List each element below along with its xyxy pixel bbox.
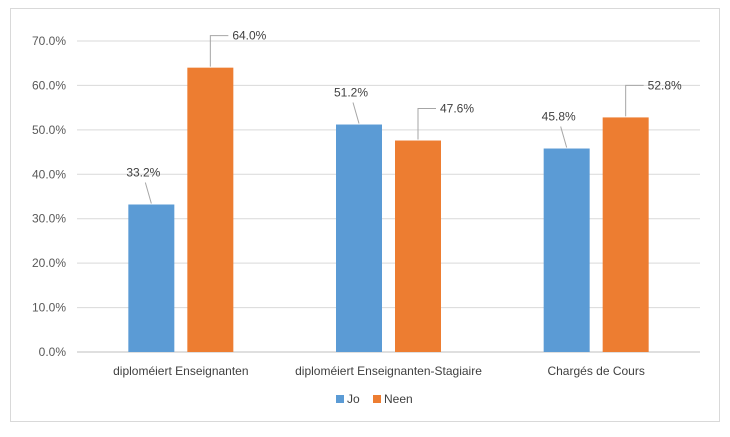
data-label-leader	[209, 35, 229, 67]
y-axis-tick-labels: 0.0% 10.0% 20.0% 30.0% 40.0% 50.0% 60.0% 70.0%	[32, 34, 66, 359]
data-label-leader	[560, 126, 568, 148]
legend-swatch-neen	[373, 395, 381, 403]
data-label: 47.6%	[440, 102, 474, 116]
bar-jo-2	[336, 124, 382, 352]
data-label-leader	[352, 102, 360, 124]
data-label-leader	[417, 108, 436, 140]
y-tick-label: 0.0%	[39, 345, 67, 359]
legend-swatch-jo	[336, 395, 344, 403]
data-label-leader	[625, 84, 644, 117]
gridlines	[77, 40, 700, 353]
bar-jo-1	[128, 204, 175, 352]
category-label: Chargés de Cours	[547, 364, 644, 378]
bar-neen-2	[395, 140, 441, 352]
y-tick-label: 30.0%	[32, 212, 66, 226]
bar-jo-3	[543, 148, 590, 352]
data-label: 45.8%	[542, 110, 576, 124]
y-tick-label: 60.0%	[32, 78, 66, 92]
bar-neen-1	[187, 67, 234, 353]
data-label-leaders	[144, 35, 644, 204]
data-label: 52.8%	[648, 78, 682, 92]
data-label: 51.2%	[334, 86, 368, 100]
y-tick-label: 50.0%	[32, 123, 66, 137]
y-tick-label: 10.0%	[32, 301, 66, 315]
data-label: 33.2%	[126, 165, 160, 179]
bar-neen-3	[602, 117, 649, 352]
category-label: diploméiert Enseignanten-Stagiaire	[295, 364, 482, 378]
category-labels: diploméiert Enseignanten diploméiert Ense…	[113, 364, 645, 378]
legend-label-neen: Neen	[384, 392, 413, 406]
category-label: diploméiert Enseignanten	[113, 364, 248, 378]
legend-label-jo: Jo	[347, 392, 360, 406]
data-label: 64.0%	[232, 29, 266, 43]
y-tick-label: 70.0%	[32, 34, 66, 48]
y-tick-label: 20.0%	[32, 256, 66, 270]
legend: Jo Neen	[336, 392, 413, 406]
bars	[128, 67, 649, 353]
data-label-leader	[144, 182, 152, 204]
y-tick-label: 40.0%	[32, 167, 66, 181]
data-labels: 33.2% 64.0% 51.2% 47.6% 45.8% 52.8%	[126, 29, 682, 180]
